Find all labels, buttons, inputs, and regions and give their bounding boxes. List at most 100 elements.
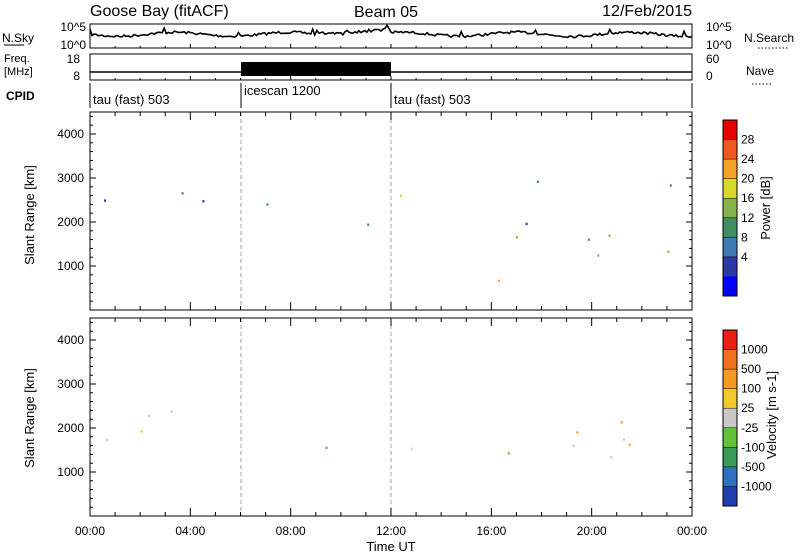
power-panel: 4000 3000 2000 1000 Slant Range [km] 28 24 20… [22, 111, 773, 311]
noise-right-label: N.Search [744, 31, 794, 45]
x-tick-label: 12:00 [376, 524, 406, 538]
colorbar-tick-label: 1000 [741, 343, 768, 357]
data-cell [608, 234, 611, 237]
x-tick-label: 04:00 [175, 524, 205, 538]
velocity-panel: 4000 3000 2000 1000 Slant Range [km] 1000 50… [22, 317, 779, 517]
data-cell [147, 414, 150, 418]
colorbar-tick-label: -100 [741, 440, 765, 454]
colorbar-swatch [723, 217, 737, 238]
data-cell [266, 203, 269, 206]
velocity-y-axis: 4000 3000 2000 1000 [57, 321, 692, 517]
x-tick-label: 08:00 [276, 524, 306, 538]
y-tick-label: 3000 [57, 377, 84, 391]
freq-left-label-1: Freq. [4, 53, 30, 65]
data-cell [620, 421, 623, 424]
colorbar-swatch [723, 159, 737, 179]
velocity-colorbar: 1000 500 100 25 -25 -100 -500 -1000 [722, 329, 772, 507]
data-cell [516, 236, 518, 239]
cpid-segment-1: tau (fast) 503 [93, 92, 170, 107]
data-cell [572, 444, 575, 447]
freq-left-tick-top: 18 [67, 52, 81, 66]
colorbar-swatch [723, 466, 737, 487]
colorbar-frame [722, 119, 738, 297]
x-tick-label: 00:00 [75, 524, 105, 538]
power-scatter-cells [104, 180, 672, 283]
noise-right-tick-bottom: 10^0 [706, 38, 732, 52]
x-tick-label: 00:00 [677, 524, 707, 538]
colorbar-tick-label: 100 [741, 382, 761, 396]
colorbar-swatch [723, 408, 737, 429]
y-tick-label: 4000 [57, 333, 84, 347]
freq-right-tick-top: 60 [706, 52, 720, 66]
x-axis: 00:00 04:00 08:00 12:00 16:00 20:00 00:00 [75, 44, 707, 538]
colorbar-swatch [723, 178, 737, 199]
noise-left-label: N.Sky [2, 31, 34, 45]
cpid-label: CPID [6, 89, 35, 103]
data-cell [597, 254, 600, 257]
data-cell [536, 180, 539, 183]
y-tick-label: 1000 [57, 465, 84, 479]
y-tick-label: 1000 [57, 259, 84, 273]
x-axis-title: Time UT [366, 539, 415, 554]
data-cell [400, 194, 402, 197]
colorbar-swatch [723, 139, 737, 160]
colorbar-swatch [723, 120, 737, 140]
data-cell [576, 431, 579, 434]
date-title: 12/Feb/2015 [602, 3, 692, 20]
noise-right-tick-top: 10^5 [706, 20, 732, 34]
freq-panel: Freq. [MHz] 18 8 60 0 Nave [4, 52, 774, 85]
data-cell [202, 200, 205, 203]
colorbar-tick-label: 4 [741, 250, 748, 264]
colorbar-swatch [723, 486, 737, 507]
data-cell [497, 279, 500, 283]
power-colorbar: 28 24 20 16 12 8 4 [722, 119, 755, 297]
data-cell [181, 192, 184, 195]
data-cell [610, 456, 613, 459]
data-cell [628, 443, 631, 446]
colorbar-swatch [723, 330, 737, 350]
colorbar-frame [722, 329, 738, 507]
freq-trace-icescan [241, 62, 391, 76]
colorbar-tick-label: 16 [741, 191, 755, 205]
x-tick-label: 20:00 [577, 524, 607, 538]
data-cell [669, 184, 672, 187]
colorbar-swatch [723, 369, 737, 389]
power-colorbar-label: Power [dB] [758, 176, 773, 240]
velocity-colorbar-label: Velocity [m s-1] [764, 371, 779, 459]
data-cell [587, 238, 590, 241]
freq-left-tick-bottom: 8 [73, 69, 80, 83]
noise-left-tick-bottom: 10^0 [60, 38, 86, 52]
data-cell [623, 438, 625, 441]
power-y-label: Slant Range [km] [22, 165, 37, 265]
velocity-y-label: Slant Range [km] [22, 368, 37, 468]
data-cell [525, 222, 528, 226]
y-tick-label: 2000 [57, 215, 84, 229]
colorbar-tick-label: 20 [741, 172, 755, 186]
colorbar-tick-label: 8 [741, 230, 748, 244]
colorbar-swatch [723, 276, 737, 297]
noise-panel: N.Sky 10^5 10^0 10^5 10^0 N.Search [2, 20, 794, 52]
data-cell [170, 410, 173, 413]
cpid-segment-3: tau (fast) 503 [394, 92, 471, 107]
colorbar-tick-label: 500 [741, 362, 761, 376]
data-cell [507, 452, 510, 455]
data-cell [367, 223, 370, 226]
colorbar-tick-label: -500 [741, 460, 765, 474]
y-tick-label: 3000 [57, 171, 84, 185]
colorbar-tick-label: -25 [741, 421, 759, 435]
colorbar-swatch [723, 447, 737, 468]
freq-right-tick-bottom: 0 [706, 69, 713, 83]
freq-left-label-2: [MHz] [4, 66, 33, 78]
y-tick-label: 2000 [57, 421, 84, 435]
colorbar-swatch [723, 198, 737, 219]
nave-label: Nave [746, 64, 774, 78]
velocity-scatter-cells [106, 410, 631, 459]
colorbar-swatch [723, 349, 737, 370]
colorbar-tick-label: 24 [741, 152, 755, 166]
beam-title: Beam 05 [354, 4, 418, 21]
cpid-segment-2: icescan 1200 [244, 83, 321, 98]
data-cell [104, 199, 106, 202]
colorbar-swatch [723, 237, 737, 258]
colorbar-tick-label: 25 [741, 401, 755, 415]
